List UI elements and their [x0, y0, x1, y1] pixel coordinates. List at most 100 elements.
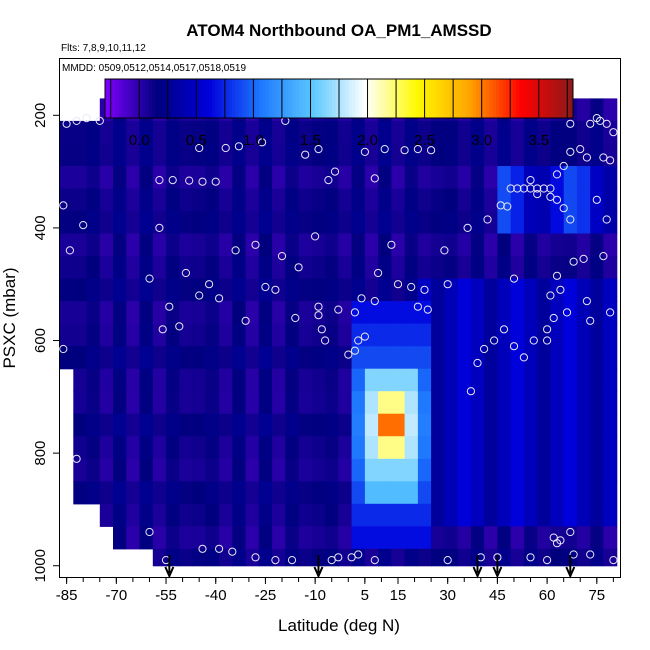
heatmap-cell	[166, 391, 180, 415]
heatmap-cell	[550, 548, 565, 567]
colorbar-segment	[322, 79, 327, 118]
flights-note: Flts: 7,8,9,10,11,12	[61, 43, 146, 54]
heatmap-cell	[192, 166, 207, 190]
heatmap-cell	[510, 256, 525, 280]
heatmap-cell	[444, 211, 459, 235]
heatmap-cell	[351, 323, 366, 347]
observation-point	[526, 553, 535, 562]
observation-point	[566, 527, 575, 537]
heatmap-cell	[192, 211, 207, 235]
flight-arrow-head	[164, 566, 175, 579]
colorbar-segment	[272, 79, 276, 118]
heatmap-cell	[484, 526, 498, 550]
heatmap-cell	[285, 391, 300, 415]
heatmap-cell	[417, 503, 432, 527]
heatmap-cell	[497, 391, 512, 415]
heatmap-cell	[139, 188, 154, 212]
heatmap-cell	[325, 120, 339, 144]
heatmap-cell	[391, 436, 406, 460]
heatmap-cell	[338, 436, 353, 460]
heatmap-cell	[457, 278, 472, 302]
observation-point	[294, 263, 303, 272]
heatmap-cell	[219, 526, 233, 550]
heatmap-cell	[126, 143, 141, 167]
heatmap-cell	[99, 503, 114, 527]
heatmap-cell	[590, 278, 605, 302]
heatmap-cell	[325, 278, 339, 302]
colorbar-segment	[325, 79, 330, 118]
heatmap-cell	[351, 503, 366, 527]
heatmap-cell	[378, 368, 392, 392]
colorbar-segment	[372, 79, 377, 118]
observation-point	[586, 119, 595, 128]
colorbar-segment	[282, 79, 287, 118]
observation-point	[72, 454, 81, 463]
observation-point	[195, 143, 204, 153]
heatmap-cell	[311, 391, 326, 415]
heatmap-cell	[60, 233, 74, 257]
heatmap-cell	[510, 503, 525, 527]
heatmap-cell	[457, 323, 472, 347]
heatmap-cell	[590, 346, 605, 370]
heatmap-cell	[364, 233, 379, 257]
heatmap-cell	[232, 256, 247, 280]
heatmap-cell	[113, 346, 127, 370]
heatmap-cell	[576, 278, 591, 302]
heatmap-cell	[272, 526, 286, 550]
heatmap-cell	[219, 233, 233, 257]
heatmap-cell	[285, 301, 300, 325]
heatmap-cell	[86, 166, 101, 190]
heatmap-cell	[550, 120, 565, 144]
heatmap-cell	[166, 278, 180, 302]
heatmap-cell	[113, 120, 127, 144]
heatmap-cell	[444, 278, 459, 302]
flight-arrows	[164, 555, 576, 579]
heatmap-cell	[311, 233, 326, 257]
heatmap-cell	[298, 278, 313, 302]
heatmap-cell	[550, 233, 565, 257]
heatmap-cell	[431, 391, 445, 415]
heatmap-cell	[590, 458, 605, 482]
colorbar-segment	[155, 79, 159, 118]
observation-point	[509, 342, 519, 351]
heatmap-cell	[285, 120, 300, 144]
heatmap-cell	[272, 391, 286, 415]
colorbar-segment	[519, 79, 524, 118]
heatmap-cell	[510, 436, 525, 460]
heatmap-cell	[298, 368, 313, 392]
heatmap-cell	[219, 413, 233, 437]
heatmap-cell	[73, 368, 88, 392]
heatmap-cell	[550, 346, 565, 370]
heatmap-cell	[311, 301, 326, 325]
heatmap-cell	[338, 413, 353, 437]
observation-point	[314, 145, 323, 154]
heatmap-cell	[325, 188, 339, 212]
heatmap-cell	[391, 256, 406, 280]
heatmap-cell	[537, 503, 552, 527]
observation-point	[546, 192, 555, 201]
heatmap-cell	[99, 368, 114, 392]
heatmap-cell	[338, 391, 353, 415]
heatmap-cell	[258, 526, 273, 550]
heatmap-cell	[166, 211, 180, 235]
observation-point	[221, 143, 230, 153]
observation-point	[241, 316, 250, 325]
heatmap-cell	[219, 120, 233, 144]
colorbar-segment	[262, 79, 266, 118]
heatmap-cell	[417, 166, 432, 190]
heatmap-cell	[550, 458, 565, 482]
heatmap-cell	[484, 458, 498, 482]
heatmap-cell	[60, 166, 74, 190]
heatmap-cell	[510, 166, 525, 190]
colorbar-segment	[288, 79, 293, 118]
heatmap-cell	[179, 346, 194, 370]
colorbar-segment	[342, 79, 347, 118]
observation-point	[145, 527, 154, 537]
heatmap-cell	[113, 436, 127, 460]
heatmap-cell	[113, 413, 127, 437]
heatmap-cell	[510, 548, 525, 567]
colorbar-segment	[389, 79, 393, 118]
observation-point	[609, 556, 618, 565]
heatmap-cell	[457, 143, 472, 167]
heatmap-cell	[325, 526, 339, 550]
